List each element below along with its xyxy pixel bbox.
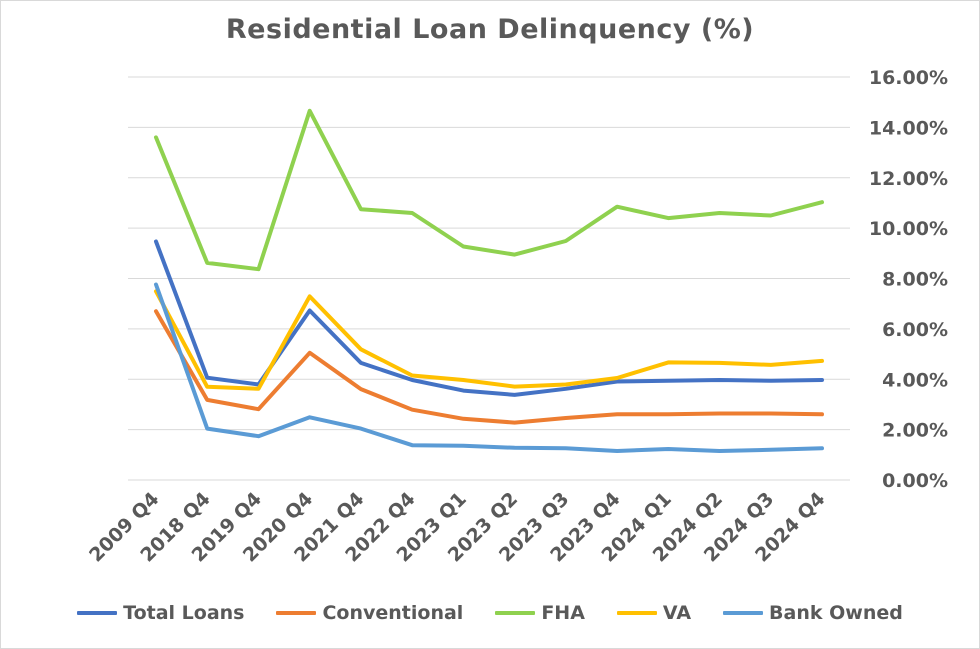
- y-tick-label: 0.00%: [882, 470, 948, 492]
- y-tick-label: 16.00%: [869, 67, 948, 89]
- legend-label: VA: [662, 602, 692, 624]
- y-tick-label: 12.00%: [869, 168, 948, 190]
- legend-label: Conventional: [322, 602, 464, 624]
- legend-label: Bank Owned: [769, 602, 903, 624]
- legend-label: Total Loans: [123, 602, 245, 624]
- legend-swatch: [77, 611, 118, 615]
- series-line-total-loans: [154, 239, 824, 397]
- legend-item-bank-owned: Bank Owned: [723, 602, 903, 624]
- y-tick-label: 14.00%: [869, 117, 948, 139]
- y-tick-label: 6.00%: [882, 319, 948, 341]
- y-tick-label: 10.00%: [869, 218, 948, 240]
- legend-item-total-loans: Total Loans: [77, 602, 244, 624]
- y-axis-tick-labels: 0.00% 2.00% 4.00% 6.00% 8.00% 10.00% 12.00% 14.…: [869, 67, 948, 492]
- legend-item-fha: FHA: [495, 602, 585, 624]
- legend-swatch: [616, 611, 657, 615]
- legend-label: FHA: [541, 602, 585, 624]
- series-line-conventional: [154, 309, 824, 425]
- series-line-fha: [154, 108, 824, 272]
- chart-title: Residential Loan Delinquency (%): [225, 14, 755, 45]
- series-line-bank-owned: [154, 282, 824, 453]
- legend-swatch: [495, 611, 536, 615]
- y-tick-label: 8.00%: [882, 269, 948, 291]
- series-line-va: [154, 289, 824, 391]
- legend-swatch: [276, 611, 317, 615]
- y-tick-label: 4.00%: [882, 369, 948, 391]
- y-tick-label: 2.00%: [882, 420, 948, 442]
- legend-item-conventional: Conventional: [276, 602, 463, 624]
- legend-item-va: VA: [616, 602, 692, 624]
- legend: Total Loans Conventional FHA VA Bank Owned: [0, 602, 980, 624]
- series-lines: [154, 108, 824, 453]
- legend-swatch: [723, 611, 764, 615]
